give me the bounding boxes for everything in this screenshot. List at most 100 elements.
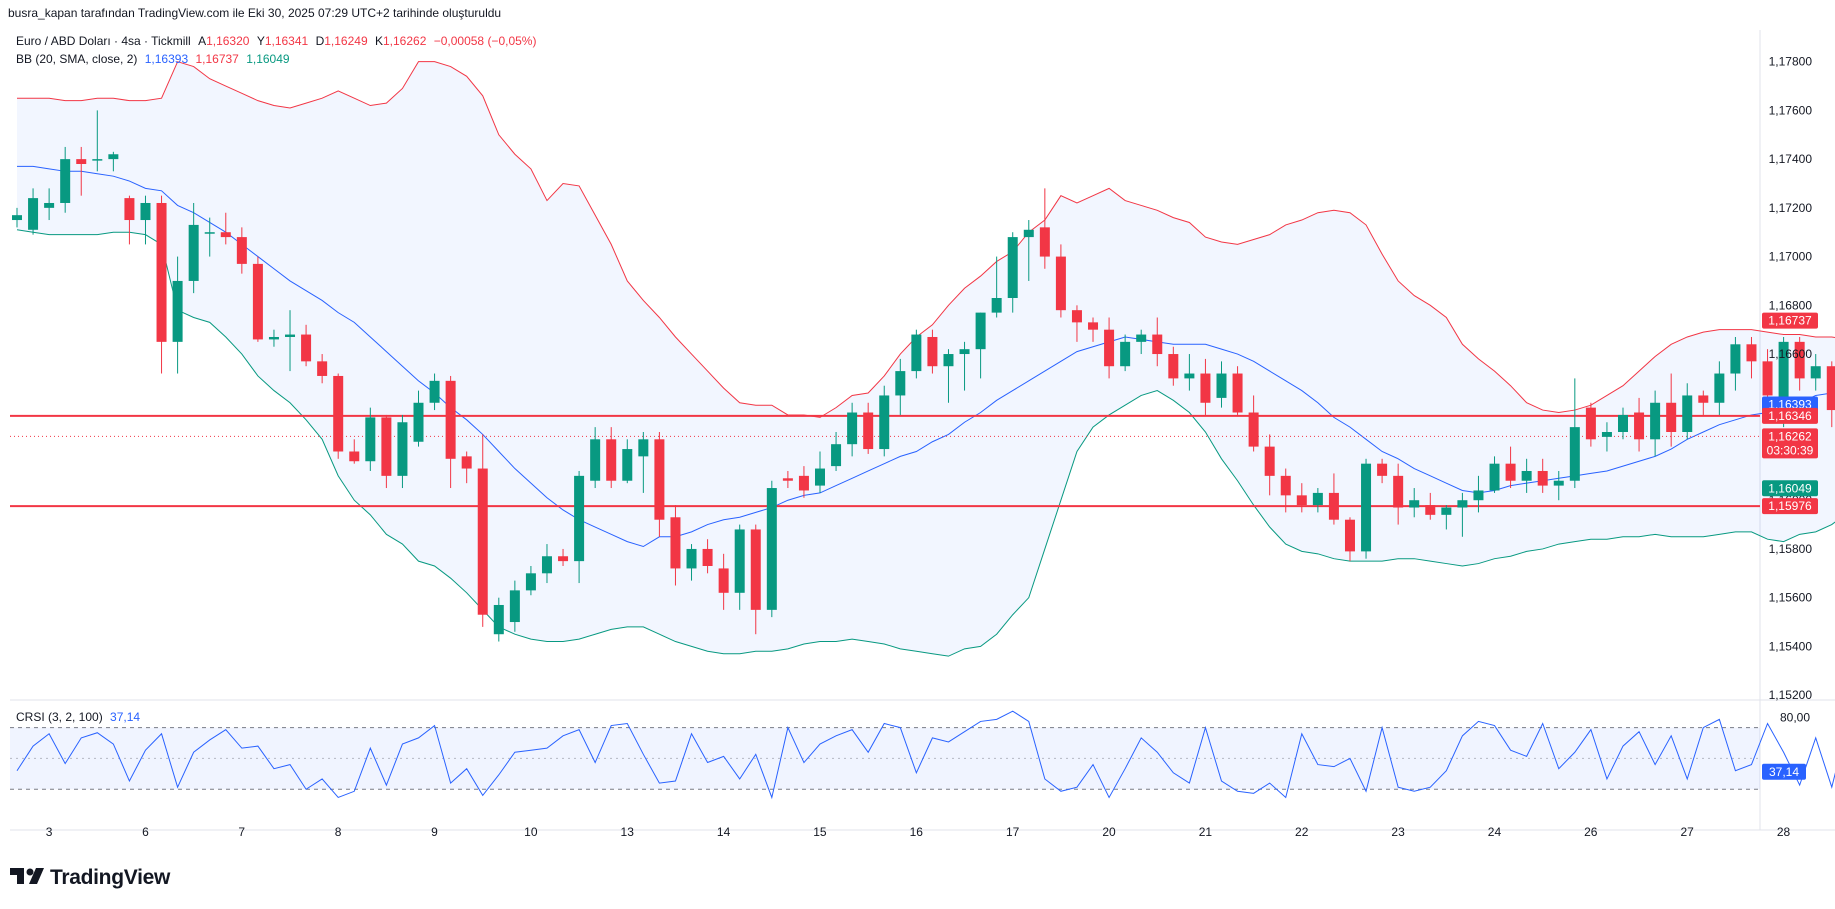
bb-name: BB (20, SMA, close, 2) [16,52,138,66]
candle-body [1746,344,1757,362]
candle-body [670,517,681,569]
candle-body [397,422,408,476]
candle [815,451,825,493]
high-label: Y [256,34,265,48]
candle-body [1601,432,1612,437]
candle [397,414,408,489]
candle-body [1585,407,1596,440]
candle-body [1007,237,1018,298]
candle-body [333,375,344,452]
tradingview-logo[interactable]: TradingView [10,866,170,890]
tradingview-logo-icon [10,866,44,890]
candle-body [268,336,279,340]
bb-legend[interactable]: BB (20, SMA, close, 2) 1,16393 1,16737 1… [16,52,290,66]
candle-body [1216,373,1227,398]
candle [1618,407,1628,440]
price-tick-label: 1,17400 [1769,152,1813,166]
candle [1344,517,1355,562]
time-tick-label: 23 [1391,825,1405,839]
candle [1714,361,1725,415]
candle-body [1200,373,1211,403]
candle-body [461,456,472,469]
bb-upper-value: 1,16737 [195,52,239,66]
candle-body [991,298,1002,313]
candle [798,466,809,498]
price-badge-label: 1,16049 [1768,481,1812,495]
candle-body [1377,463,1388,476]
candle [782,470,793,489]
time-tick-label: 27 [1681,825,1695,839]
candle [943,349,954,403]
price-badge-bg [1762,407,1818,424]
candle-body [959,349,970,355]
candle [1650,390,1661,457]
price-badge: 1,16346 [1762,407,1818,424]
candle [1826,361,1835,428]
candle-body [1682,395,1693,432]
candle [574,470,585,584]
candle-body [252,263,263,340]
low-value: 1,16249 [324,34,368,48]
candle [1280,468,1291,513]
rsi-legend[interactable]: CRSI (3, 2, 100) 37,14 [16,710,140,724]
candle-body [317,361,328,376]
candle-body [1023,229,1034,238]
candle-body [140,202,151,221]
rsi-name: CRSI (3, 2, 100) [16,710,103,724]
candle [156,195,167,374]
candle-body [1152,334,1163,355]
candle [525,566,536,596]
rsi-value: 37,14 [110,710,141,724]
candle-body [445,380,456,459]
candle-body [429,380,440,403]
time-tick-label: 8 [335,825,342,839]
publish-info: busra_kapan tarafından TradingView.com i… [8,6,502,20]
time-tick-label: 28 [1777,825,1791,839]
candle-body [1104,329,1115,367]
candle-body [124,198,135,221]
change-value: −0,00058 (−0,05%) [433,34,537,48]
candle [1312,488,1323,513]
price-badge-bg [1762,498,1818,515]
candle [268,329,279,347]
rsi-badge-label: 37,14 [1769,765,1799,779]
candle [349,439,360,464]
candle [638,432,649,493]
candle [413,390,424,447]
candle-body [413,402,424,442]
candle-body [44,202,55,208]
price-tick-label: 1,16600 [1769,347,1813,361]
candle-body [1634,412,1645,440]
candle [895,358,906,415]
time-tick-label: 21 [1199,825,1213,839]
price-tick-label: 1,15800 [1769,542,1813,556]
time-axis[interactable]: 367891013141516172021222324262728293031K… [46,825,1835,839]
price-badge: 1,16737 [1762,312,1818,329]
symbol-legend[interactable]: Euro / ABD Doları · 4sa · Tickmill A1,16… [16,34,536,48]
candle-body [943,354,954,367]
candle-body [879,395,890,450]
price-tick-label: 1,17000 [1769,250,1813,264]
price-tick-label: 1,16800 [1769,298,1813,312]
candle [1682,383,1693,440]
candlesticks[interactable] [12,110,1835,642]
candle-body [1039,227,1050,257]
candle-body [493,604,504,635]
candle [92,110,103,172]
candle [317,354,328,384]
price-badge-countdown: 03:30:39 [1767,443,1814,457]
candle [1730,336,1741,391]
candle-body [1232,373,1243,413]
rsi-badge-bg [1762,763,1806,780]
rsi-pane[interactable]: 80,00 37,14 [10,710,1835,800]
candle-body [574,475,585,562]
candle [1248,395,1259,452]
candle [1441,505,1452,530]
price-badge-bg [1762,312,1818,329]
candle-body [156,202,167,342]
rsi-tick-label: 80,00 [1780,711,1810,725]
candle-body [1088,322,1099,330]
candle-body [349,451,360,462]
candle [1039,188,1050,269]
